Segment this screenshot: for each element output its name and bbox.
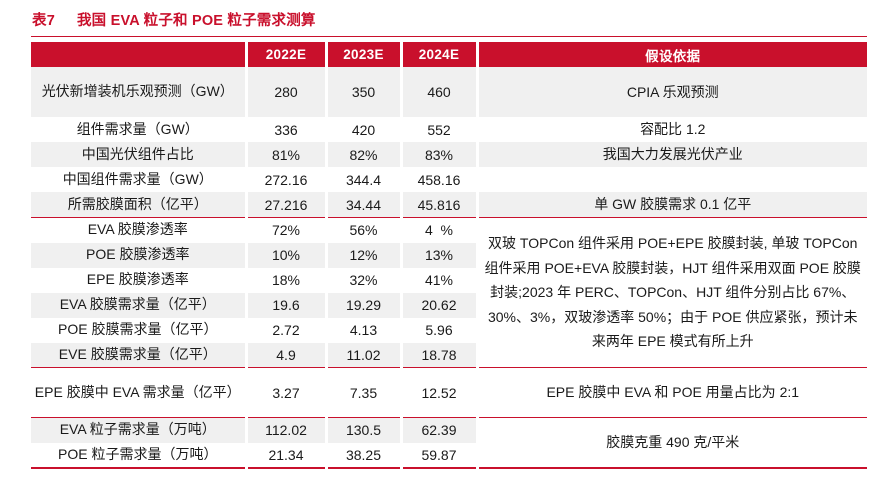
assumption-cell: 容配比 1.2 [640, 121, 706, 137]
table-row: POE 胶膜渗透率 10% 12% 13% [31, 242, 867, 268]
row-label: EVE 胶膜需求量（亿平） [31, 342, 248, 368]
value-cell: 552 [401, 117, 479, 142]
table-row: EVA 胶膜渗透率 72% 56% 4 % 双玻 TOPCon 组件采用 POE+EPE… [31, 217, 867, 368]
value-cell: 5.96 [401, 317, 479, 343]
row-label: 光伏新增装机乐观预测（GW） [31, 67, 248, 117]
assumption-cell: 我国大力发展光伏产业 [477, 142, 867, 167]
value-cell: 72% [246, 217, 328, 243]
value-cell: 13% [401, 242, 479, 268]
value-cell: 82% [326, 142, 403, 167]
value-cell: 34.44 [326, 192, 403, 218]
value-cell: 81% [246, 142, 328, 167]
value-cell: 344.4 [326, 167, 403, 192]
table-row: 中国组件需求量（GW） 272.16 344.4 458.16 [31, 167, 867, 192]
row-label: 组件需求量（GW） [31, 117, 248, 142]
value-cell: 12.52 [401, 367, 479, 418]
header-row: 2022E 2023E 2024E 假设依据 [31, 42, 867, 67]
report-page: 表7 我国 EVA 粒子和 POE 粒子需求测算 2022E 2023E 2024E 假… [31, 9, 868, 469]
assumption-cell: 单 GW 胶膜需求 0.1 亿平 [477, 192, 867, 218]
value-cell: 20.62 [401, 292, 479, 318]
assumption-cell: 双玻 TOPCon 组件采用 POE+EPE 胶膜封装, 单玻 TOPCon 组… [477, 217, 867, 368]
assumption-cell: EPE 胶膜中 EVA 和 POE 用量占比为 2:1 [477, 367, 867, 418]
column-header-2022E: 2022E [246, 42, 328, 67]
value-cell: 4.9 [246, 342, 328, 368]
value-cell: 112.02 [246, 417, 328, 443]
value-cell: 7.35 [326, 367, 403, 418]
value-cell: 460 [401, 67, 479, 117]
table-caption: 我国 EVA 粒子和 POE 粒子需求测算 [76, 13, 316, 29]
value-cell: 56% [326, 217, 403, 243]
row-label: EVA 粒子需求量（万吨） [31, 417, 248, 443]
value-cell: 18% [246, 267, 328, 293]
table-row: POE 粒子需求量（万吨） 21.34 38.25 59.87 [31, 442, 867, 468]
table-title: 表7 我国 EVA 粒子和 POE 粒子需求测算 [32, 9, 868, 30]
table-row: 光伏新增装机乐观预测（GW） 280 350 460 CPIA 乐观预测 [31, 67, 867, 117]
value-cell: 4 % [401, 217, 479, 243]
value-cell: 12% [326, 242, 403, 268]
value-cell: 19.6 [246, 292, 328, 318]
row-label: POE 胶膜需求量（亿平） [31, 317, 248, 343]
value-cell: 272.16 [246, 167, 328, 192]
assumption-cell: CPIA 乐观预测 [477, 67, 867, 117]
table-row: POE 胶膜需求量（亿平） 2.72 4.13 5.96 [31, 317, 867, 343]
value-cell: 18.78 [401, 342, 479, 368]
value-cell: 350 [326, 67, 403, 117]
value-cell: 19.29 [326, 292, 403, 318]
assumption-cell: 胶膜克重 490 克/平米 [477, 417, 867, 468]
table-body: 光伏新增装机乐观预测（GW） 280 350 460 CPIA 乐观预测 组件需求量（GW… [31, 67, 867, 468]
value-cell: 45.816 [401, 192, 479, 218]
row-label: EPE 胶膜中 EVA 需求量（亿平） [31, 367, 248, 418]
value-cell: 10% [246, 242, 328, 268]
table-row: EPE 胶膜渗透率 18% 32% 41% [31, 267, 867, 293]
value-cell: 458.16 [401, 167, 479, 192]
row-label: EVA 胶膜需求量（亿平） [31, 292, 248, 318]
value-cell: 62.39 [401, 417, 479, 443]
table-header: 2022E 2023E 2024E 假设依据 [31, 42, 867, 67]
row-label: 中国光伏组件占比 [31, 142, 248, 167]
value-cell: 83% [401, 142, 479, 167]
table-row: 组件需求量（GW） 336 420 552 容配比 1.2 [31, 117, 867, 142]
row-label: 中国组件需求量（GW） [31, 167, 248, 192]
assumption-cell [477, 167, 867, 192]
value-cell: 2.72 [246, 317, 328, 343]
value-cell: 130.5 [326, 417, 403, 443]
row-label: POE 胶膜渗透率 [31, 242, 248, 268]
value-cell: 420 [326, 117, 403, 142]
table-row: EVA 胶膜需求量（亿平） 19.6 19.29 20.62 [31, 292, 867, 318]
table-row: 中国光伏组件占比 81% 82% 83% 我国大力发展光伏产业 [31, 142, 867, 167]
value-cell: 59.87 [401, 442, 479, 468]
value-cell: 3.27 [246, 367, 328, 418]
demand-forecast-table: 2022E 2023E 2024E 假设依据 光伏新增装机乐观预测（GW） 280 350… [31, 42, 867, 469]
value-cell: 32% [326, 267, 403, 293]
table-row: EVA 粒子需求量（万吨） 112.02 130.5 62.39 胶膜克重 490 克/… [31, 417, 867, 468]
value-cell: 11.02 [326, 342, 403, 368]
value-cell: 27.216 [246, 192, 328, 218]
title-underline [31, 36, 867, 37]
table-row: 所需胶膜面积（亿平） 27.216 34.44 45.816 单 GW 胶膜需求 0.1… [31, 192, 867, 218]
value-cell: 21.34 [246, 442, 328, 468]
table-row: EPE 胶膜中 EVA 需求量（亿平） 3.27 7.35 12.52 EPE 胶膜中 … [31, 367, 867, 418]
row-label: POE 粒子需求量（万吨） [31, 442, 248, 468]
value-cell: 280 [246, 67, 328, 117]
column-header-假设依据: 假设依据 [477, 42, 867, 67]
value-cell: 4.13 [326, 317, 403, 343]
table-row: EVE 胶膜需求量（亿平） 4.9 11.02 18.78 [31, 342, 867, 368]
column-header-2024E: 2024E [401, 42, 479, 67]
column-header-blank [31, 42, 248, 67]
value-cell: 38.25 [326, 442, 403, 468]
row-label: EVA 胶膜渗透率 [31, 217, 248, 243]
row-label: 所需胶膜面积（亿平） [31, 192, 248, 218]
row-label: EPE 胶膜渗透率 [31, 267, 248, 293]
table-number: 表7 [32, 13, 55, 29]
value-cell: 41% [401, 267, 479, 293]
value-cell: 336 [246, 117, 328, 142]
column-header-2023E: 2023E [326, 42, 403, 67]
